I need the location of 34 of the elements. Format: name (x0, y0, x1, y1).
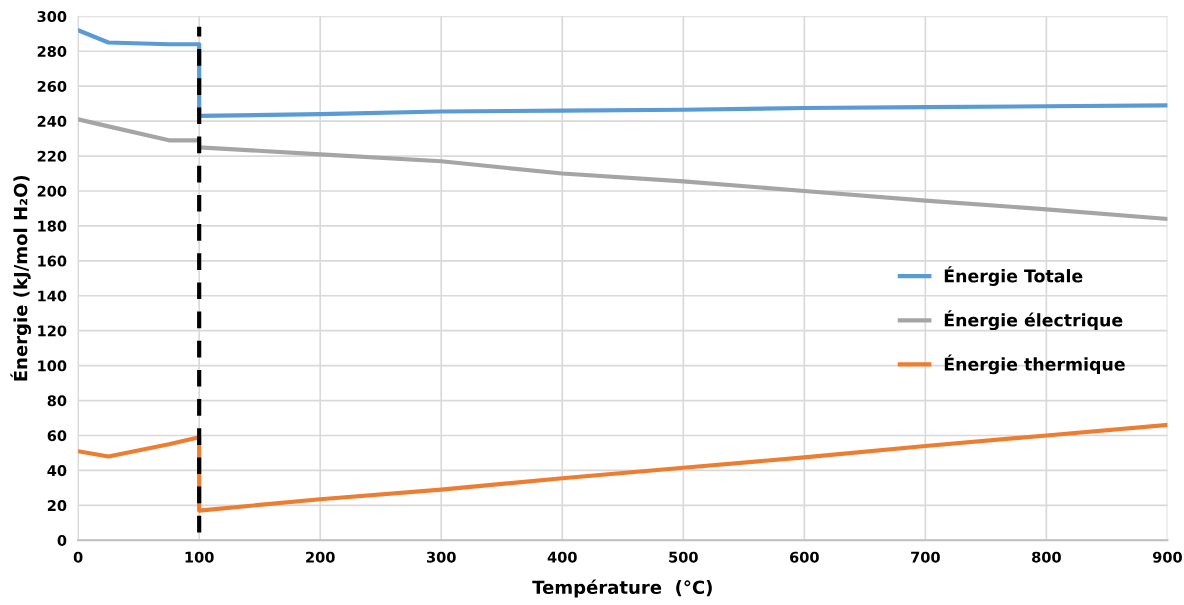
line-series (78, 422, 1168, 513)
x-tick-label: 900 (1152, 551, 1182, 563)
y-tick-label: 140 (38, 290, 67, 302)
x-tick-label: 300 (426, 551, 456, 563)
y-tick-label: 300 (37, 11, 67, 23)
y-axis-title: Énergie (kJ/mol H₂O) (10, 175, 32, 381)
legend-label: Énergie thermique (944, 354, 1125, 375)
y-tick-label: 80 (47, 395, 67, 407)
legend-label: Énergie Totale (944, 266, 1083, 286)
y-tick-label: 0 (57, 534, 67, 547)
y-tick-label: 260 (37, 80, 67, 92)
x-tick-label: 400 (547, 551, 577, 563)
line-series (78, 117, 1168, 222)
y-tick-label: 20 (47, 500, 67, 512)
y-tick-label: 120 (38, 325, 67, 337)
x-tick-label: 200 (306, 551, 335, 563)
y-tick-label: 160 (38, 255, 67, 267)
x-tick-label: 100 (185, 551, 214, 563)
x-tick-label: 600 (790, 551, 819, 563)
x-tick-label: 500 (669, 551, 698, 563)
x-tick-label: 700 (911, 551, 940, 563)
y-tick-label: 220 (37, 150, 67, 162)
y-tick-label: 180 (38, 220, 67, 232)
y-tick-label: 240 (37, 115, 67, 127)
x-axis-title: Température (°C) (532, 579, 712, 598)
y-tick-label: 60 (47, 430, 67, 442)
x-tick-label: 0 (73, 551, 83, 563)
y-tick-label: 280 (37, 45, 67, 58)
legend-label: Énergie électrique (944, 310, 1123, 331)
y-tick-label: 100 (38, 360, 67, 372)
x-tick-label: 800 (1032, 551, 1061, 563)
y-tick-label: 40 (47, 465, 67, 477)
line-series (78, 28, 1168, 118)
y-tick-label: 200 (37, 185, 67, 197)
